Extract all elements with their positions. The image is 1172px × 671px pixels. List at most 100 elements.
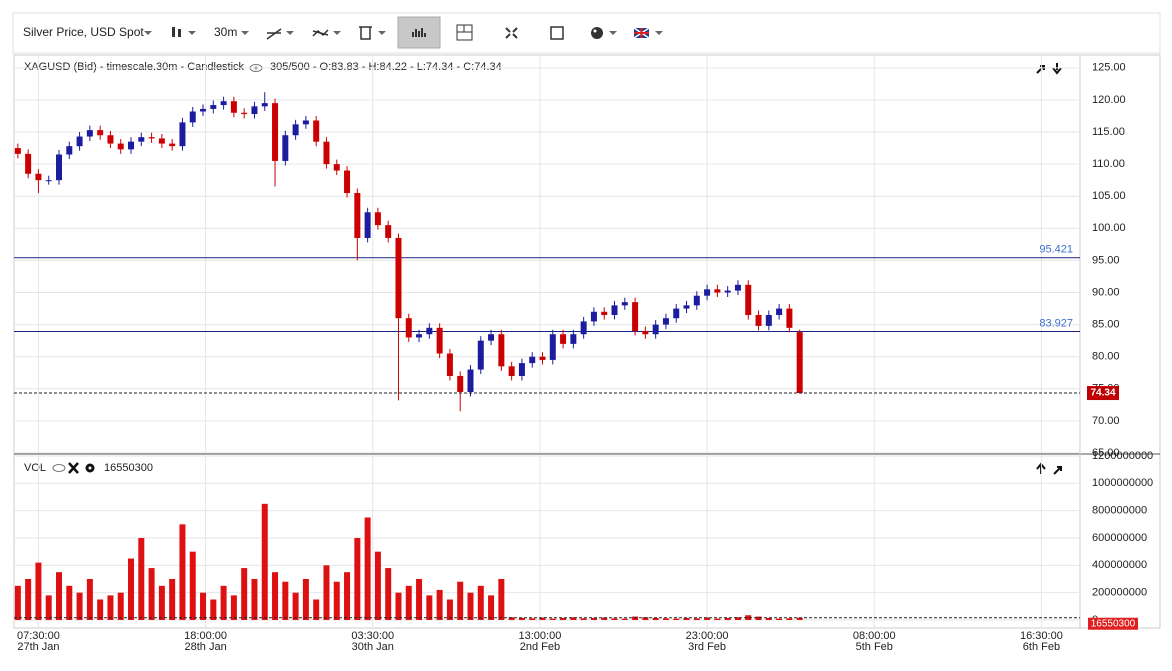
- candle-body: [662, 318, 669, 325]
- candle-body: [282, 135, 289, 161]
- chart-type-button[interactable]: [172, 27, 196, 37]
- volume-bar: [107, 595, 114, 620]
- candle-body: [374, 212, 381, 226]
- candle-body: [693, 295, 700, 306]
- volume-toggle-button[interactable]: [397, 16, 441, 49]
- fit-button[interactable]: [550, 26, 564, 40]
- candle-body: [776, 308, 783, 315]
- volume-bar: [436, 589, 443, 620]
- y-tick-label: 80.00: [1092, 351, 1120, 363]
- volume-bar: [652, 617, 659, 620]
- delete-button[interactable]: [359, 26, 386, 40]
- volume-bar: [230, 595, 237, 620]
- volume-bar: [45, 595, 52, 620]
- y-tick-label: 125.00: [1092, 62, 1126, 74]
- candle-body: [683, 305, 690, 309]
- volume-tick-label: 800000000: [1092, 505, 1147, 517]
- candle-body: [724, 290, 731, 293]
- volume-bar: [128, 558, 135, 620]
- y-tick-label: 85.00: [1092, 319, 1120, 331]
- volume-bar: [673, 618, 680, 620]
- language-button[interactable]: [633, 27, 663, 39]
- last-price-tag: [1087, 386, 1119, 401]
- candle-body: [488, 334, 495, 341]
- candle-body: [344, 170, 351, 194]
- volume-bar: [117, 592, 124, 620]
- volume-bar: [611, 618, 618, 620]
- candle-body: [189, 111, 196, 123]
- volume-bar: [292, 592, 299, 620]
- draw-line-button[interactable]: [266, 28, 294, 40]
- volume-tick-label: 1200000000: [1092, 450, 1153, 462]
- volume-bar: [148, 568, 155, 620]
- volume-bar: [385, 568, 392, 620]
- volume-bar: [179, 524, 186, 620]
- volume-bar: [220, 585, 227, 620]
- candle-body: [14, 148, 21, 154]
- candle-body: [477, 340, 484, 370]
- y-tick-label: 120.00: [1092, 94, 1126, 106]
- candle-body: [76, 136, 83, 147]
- volume-bar: [477, 585, 484, 620]
- volume-bar: [416, 579, 423, 620]
- candle-body: [117, 143, 124, 150]
- volume-bar: [189, 551, 196, 620]
- plot-frame: [13, 54, 1161, 629]
- volume-panel-buttons[interactable]: [1036, 462, 1062, 475]
- volume-controls[interactable]: [52, 462, 95, 474]
- volume-bar: [745, 615, 752, 620]
- dropdown-arrow[interactable]: [241, 31, 249, 35]
- grid-layer: [14, 55, 1080, 628]
- volume-bar: [796, 617, 803, 620]
- candle-body: [138, 137, 145, 142]
- volume-bar: [66, 585, 73, 620]
- volume-bar: [344, 572, 351, 620]
- candle-body: [601, 311, 608, 315]
- x-tick-label: 03:30:00: [351, 630, 394, 642]
- last-volume-tag: [1088, 617, 1138, 630]
- volume-bar: [323, 565, 330, 620]
- fullscreen-button[interactable]: [505, 27, 518, 39]
- candle-body: [796, 332, 803, 394]
- volume-bar: [724, 617, 731, 620]
- volume-last-value: 16550300: [104, 462, 153, 474]
- candle-body: [786, 308, 793, 328]
- candle-body: [632, 302, 639, 332]
- candle-body: [416, 334, 423, 338]
- dropdown-arrow[interactable]: [144, 31, 152, 35]
- volume-tick-label: 200000000: [1092, 587, 1147, 599]
- volume-bar: [570, 617, 577, 620]
- status-text: 305/500 - O:83.83 - H:84.22 - L:74.34 - …: [270, 61, 502, 73]
- theme-button[interactable]: [591, 27, 617, 39]
- candle-body: [66, 146, 73, 155]
- candle-body: [405, 318, 412, 338]
- volume-bar: [683, 617, 690, 620]
- timeframe-selector[interactable]: 30m: [214, 25, 237, 39]
- volume-bar: [313, 599, 320, 620]
- x-tick-date: 2nd Feb: [520, 641, 560, 653]
- candle-body: [765, 314, 772, 326]
- candle-body: [323, 141, 330, 165]
- candle-body: [570, 334, 577, 344]
- level-label: 83.927: [1039, 317, 1073, 329]
- candle-body: [508, 366, 515, 376]
- volume-bar: [590, 617, 597, 620]
- instrument-selector[interactable]: Silver Price, USD Spot: [23, 25, 144, 39]
- x-tick-label: 13:00:00: [519, 630, 562, 642]
- last-volume-label: 16550300: [1091, 618, 1136, 629]
- x-tick-date: 6th Feb: [1023, 641, 1060, 653]
- volume-bar: [560, 617, 567, 620]
- candle-body: [272, 103, 279, 161]
- candle-body: [436, 327, 443, 354]
- crosshair-button[interactable]: [456, 24, 473, 41]
- candle-body: [86, 130, 93, 137]
- volume-bar: [529, 618, 536, 620]
- indicator-button[interactable]: [312, 29, 341, 37]
- candle-body: [220, 101, 227, 106]
- volume-bar: [14, 585, 21, 620]
- candle-body: [621, 302, 628, 306]
- series-title: XAGUSD (Bid) - timescale.30m - Candlesti…: [24, 61, 245, 73]
- y-tick-label: 95.00: [1092, 254, 1120, 266]
- candle-body: [302, 120, 309, 125]
